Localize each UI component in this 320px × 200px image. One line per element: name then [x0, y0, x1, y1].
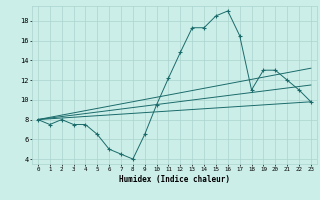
X-axis label: Humidex (Indice chaleur): Humidex (Indice chaleur) [119, 175, 230, 184]
